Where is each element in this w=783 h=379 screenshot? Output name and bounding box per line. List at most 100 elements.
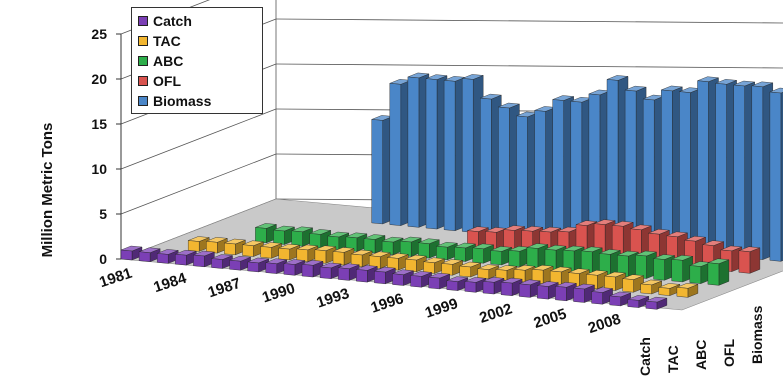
bar-abc bbox=[273, 225, 295, 245]
legend-item-biomass: Biomass bbox=[138, 91, 256, 111]
legend-swatch bbox=[138, 76, 148, 86]
y-tick-label: 0 bbox=[99, 251, 107, 267]
x-tick-label: 1987 bbox=[206, 275, 243, 301]
x-tick-label: 2002 bbox=[477, 300, 514, 326]
bar-abc bbox=[689, 261, 711, 284]
bar-tac bbox=[314, 245, 337, 264]
bar-abc bbox=[400, 236, 422, 257]
bar-catch bbox=[537, 281, 559, 300]
x-tick-label: 1996 bbox=[369, 290, 406, 316]
chart-bars bbox=[120, 72, 783, 310]
bar-catch bbox=[645, 296, 668, 310]
bar-catch bbox=[555, 282, 577, 302]
gridline-side bbox=[120, 108, 277, 170]
legend-label: OFL bbox=[153, 73, 181, 89]
bar-tac bbox=[387, 253, 409, 271]
legend-label: ABC bbox=[153, 53, 184, 69]
bar-catch bbox=[374, 266, 396, 285]
gridline-side bbox=[120, 153, 277, 215]
x-tick-label: 1999 bbox=[423, 295, 460, 321]
bar-abc bbox=[291, 226, 313, 247]
bar-catch bbox=[500, 277, 523, 297]
bar-tac bbox=[604, 271, 626, 291]
bar-abc bbox=[454, 242, 476, 262]
bar-biomass bbox=[552, 95, 574, 242]
legend-swatch bbox=[138, 56, 148, 66]
bar-biomass bbox=[371, 115, 393, 225]
bar-abc bbox=[635, 250, 657, 279]
legend-swatch bbox=[138, 36, 148, 46]
depth-axis-label: TAC bbox=[665, 345, 681, 373]
bar-abc bbox=[526, 243, 549, 269]
bar-abc bbox=[418, 238, 440, 259]
y-axis-title: Million Metric Tons bbox=[39, 123, 56, 258]
depth-axis-label: OFL bbox=[721, 339, 737, 367]
bar-biomass bbox=[425, 74, 448, 230]
legend-item-tac: TAC bbox=[138, 31, 256, 51]
bar-biomass bbox=[661, 85, 683, 252]
y-tick-label: 15 bbox=[91, 116, 107, 132]
y-tick-label: 20 bbox=[91, 71, 107, 87]
bar-catch bbox=[573, 283, 595, 303]
bar-catch bbox=[410, 271, 432, 288]
bar-abc bbox=[255, 223, 277, 244]
bar-biomass bbox=[733, 80, 755, 259]
bar-biomass bbox=[769, 87, 783, 262]
bar-ofl bbox=[738, 246, 761, 274]
depth-axis: Catch TAC ABC OFL Biomass bbox=[637, 305, 765, 376]
depth-axis-label: ABC bbox=[693, 340, 709, 370]
bar-abc bbox=[436, 241, 458, 261]
bar-abc bbox=[472, 243, 494, 264]
bar-catch bbox=[211, 254, 233, 269]
bar-catch bbox=[265, 258, 287, 274]
legend-item-catch: Catch bbox=[138, 11, 256, 31]
bar-abc bbox=[653, 254, 675, 281]
legend-item-ofl: OFL bbox=[138, 71, 256, 91]
x-tick-label: 1993 bbox=[314, 285, 351, 311]
depth-axis-label: Biomass bbox=[749, 305, 765, 364]
legend-swatch bbox=[138, 96, 148, 106]
x-tick-label: 2005 bbox=[532, 305, 569, 331]
bar-abc bbox=[671, 255, 693, 283]
y-tick-label: 5 bbox=[99, 206, 107, 222]
bar-biomass bbox=[751, 81, 773, 260]
bar-biomass bbox=[462, 74, 484, 233]
bar-biomass bbox=[407, 72, 430, 228]
bar-catch bbox=[229, 255, 251, 271]
bar-abc bbox=[707, 258, 730, 286]
bar-catch bbox=[519, 279, 541, 298]
bar-biomass bbox=[443, 76, 466, 232]
bar-biomass bbox=[697, 76, 719, 255]
x-tick-label: 1981 bbox=[97, 265, 134, 291]
legend-item-abc: ABC bbox=[138, 51, 256, 71]
bar-biomass bbox=[389, 79, 411, 226]
legend-label: Biomass bbox=[153, 93, 212, 109]
x-tick-label: 1984 bbox=[152, 270, 190, 297]
x-tick-label: 1990 bbox=[260, 280, 297, 306]
bar-biomass bbox=[715, 79, 737, 257]
bar-tac bbox=[332, 247, 355, 266]
bar-abc bbox=[363, 234, 386, 254]
legend-label: TAC bbox=[153, 33, 181, 49]
x-tick-label: 2008 bbox=[586, 311, 623, 337]
legend-label: Catch bbox=[153, 13, 192, 29]
bar-tac bbox=[622, 274, 644, 293]
y-tick-label: 10 bbox=[91, 161, 107, 177]
legend-swatch bbox=[138, 16, 148, 26]
y-axis: 25 20 15 10 5 0 bbox=[91, 26, 121, 267]
depth-axis-label: Catch bbox=[637, 337, 653, 376]
bar-catch bbox=[392, 269, 414, 286]
y-tick-label: 25 bbox=[91, 26, 107, 42]
bar-abc bbox=[490, 246, 512, 266]
bar-abc bbox=[381, 236, 404, 256]
bar-biomass bbox=[480, 93, 502, 235]
bar-biomass bbox=[498, 102, 520, 237]
bar-abc bbox=[508, 246, 530, 267]
bar-biomass bbox=[679, 87, 701, 254]
bar-abc bbox=[309, 229, 331, 249]
gridline-back bbox=[275, 18, 783, 24]
bar-biomass bbox=[516, 111, 538, 238]
bar-tac bbox=[676, 283, 699, 298]
bar-biomass bbox=[534, 106, 556, 240]
